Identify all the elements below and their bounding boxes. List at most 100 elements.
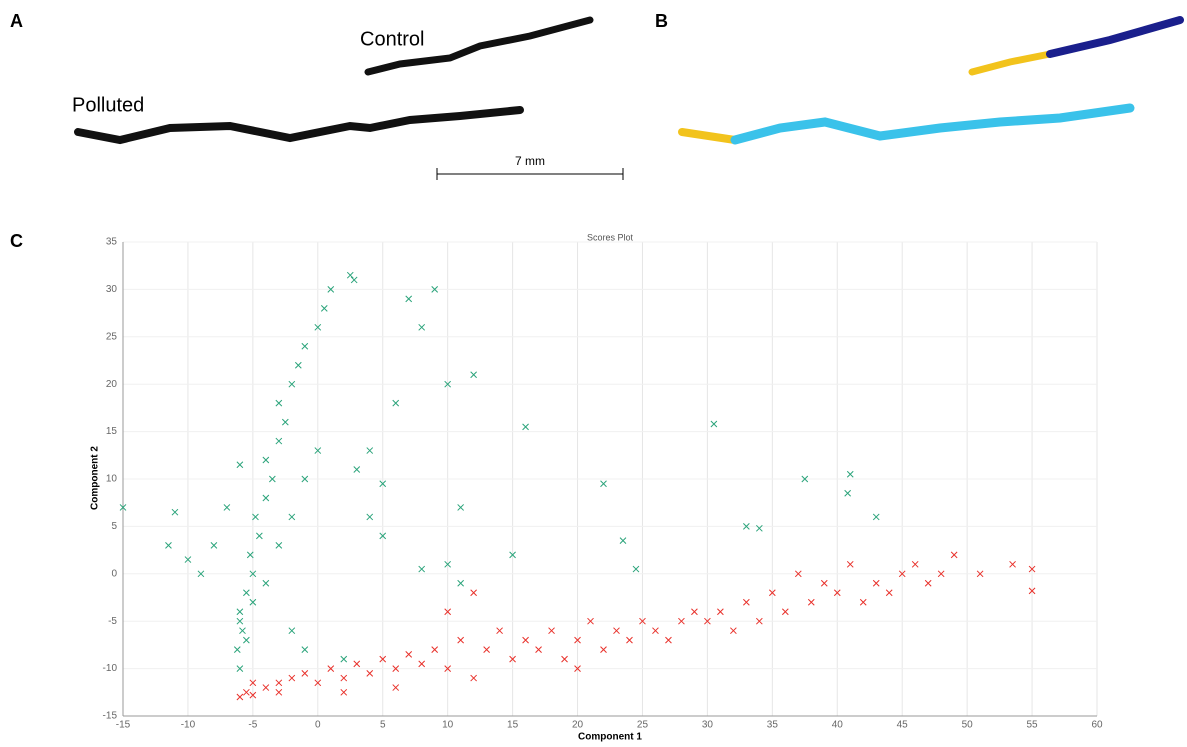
point — [419, 661, 425, 667]
y-tick-label: -15 — [103, 711, 118, 722]
y-tick-label: 15 — [106, 426, 118, 437]
point — [302, 647, 308, 653]
point — [243, 590, 249, 596]
point — [633, 566, 639, 572]
point — [351, 277, 357, 283]
point — [458, 580, 464, 586]
point — [276, 680, 282, 686]
point — [406, 651, 412, 657]
point — [295, 362, 301, 368]
point — [665, 637, 671, 643]
figure: A B C Control Polluted 7 mm Scores Plot … — [0, 0, 1187, 742]
point — [601, 481, 607, 487]
chart-title: Scores Plot — [587, 232, 634, 242]
point — [367, 514, 373, 520]
tissue-polluted — [78, 110, 520, 140]
point — [613, 628, 619, 634]
point — [341, 675, 347, 681]
point — [711, 421, 717, 427]
point — [256, 533, 262, 539]
point — [406, 296, 412, 302]
x-tick-label: 55 — [1027, 720, 1039, 731]
point — [419, 324, 425, 330]
point — [234, 647, 240, 653]
sample-label: Polluted — [72, 94, 144, 116]
point — [497, 628, 503, 634]
point — [347, 272, 353, 278]
point — [717, 609, 723, 615]
point — [951, 552, 957, 558]
point — [165, 542, 171, 548]
point — [276, 542, 282, 548]
x-tick-label: 5 — [380, 720, 386, 731]
point — [845, 490, 851, 496]
point — [626, 637, 632, 643]
point — [172, 509, 178, 515]
classified-polluted — [682, 108, 1130, 140]
point — [484, 647, 490, 653]
x-tick-label: 25 — [637, 720, 649, 731]
point — [367, 448, 373, 454]
point — [873, 514, 879, 520]
point — [341, 656, 347, 662]
point — [873, 580, 879, 586]
point — [743, 599, 749, 605]
point — [367, 670, 373, 676]
point — [276, 438, 282, 444]
point — [620, 538, 626, 544]
point — [224, 504, 230, 510]
y-tick-label: 0 — [111, 568, 117, 579]
point — [549, 628, 555, 634]
point — [321, 305, 327, 311]
x-tick-label: 0 — [315, 720, 321, 731]
point — [419, 566, 425, 572]
point — [243, 637, 249, 643]
point — [432, 647, 438, 653]
point — [263, 685, 269, 691]
point — [458, 504, 464, 510]
x-tick-label: 40 — [832, 720, 844, 731]
y-tick-label: 5 — [111, 521, 117, 532]
point — [211, 542, 217, 548]
point — [808, 599, 814, 605]
scale-label: 7 mm — [515, 154, 545, 168]
panel-label: A — [10, 11, 23, 31]
point — [302, 343, 308, 349]
point — [263, 580, 269, 586]
classified-control — [972, 20, 1180, 72]
point — [691, 609, 697, 615]
x-tick-label: -10 — [181, 720, 196, 731]
point — [523, 637, 529, 643]
point — [354, 661, 360, 667]
point — [458, 637, 464, 643]
point — [341, 689, 347, 695]
y-axis-label: Component 2 — [90, 446, 101, 510]
y-tick-label: 30 — [106, 284, 118, 295]
page: A B C Control Polluted 7 mm Scores Plot … — [0, 0, 1187, 747]
x-tick-label: 20 — [572, 720, 584, 731]
point — [263, 495, 269, 501]
point — [821, 580, 827, 586]
point — [289, 628, 295, 634]
point — [730, 628, 736, 634]
x-tick-label: 10 — [442, 720, 454, 731]
point — [237, 609, 243, 615]
sample-label: Control — [360, 28, 424, 50]
y-tick-label: 20 — [106, 379, 118, 390]
point — [912, 561, 918, 567]
point — [263, 457, 269, 463]
point — [847, 561, 853, 567]
point — [536, 647, 542, 653]
point — [601, 647, 607, 653]
x-tick-label: 35 — [767, 720, 779, 731]
point — [471, 372, 477, 378]
panel-label: B — [655, 11, 668, 31]
scale-bar — [437, 168, 623, 180]
point — [237, 462, 243, 468]
x-tick-label: 15 — [507, 720, 519, 731]
x-tick-label: 30 — [702, 720, 714, 731]
point — [1010, 561, 1016, 567]
x-tick-label: 45 — [897, 720, 909, 731]
point — [886, 590, 892, 596]
point — [289, 514, 295, 520]
